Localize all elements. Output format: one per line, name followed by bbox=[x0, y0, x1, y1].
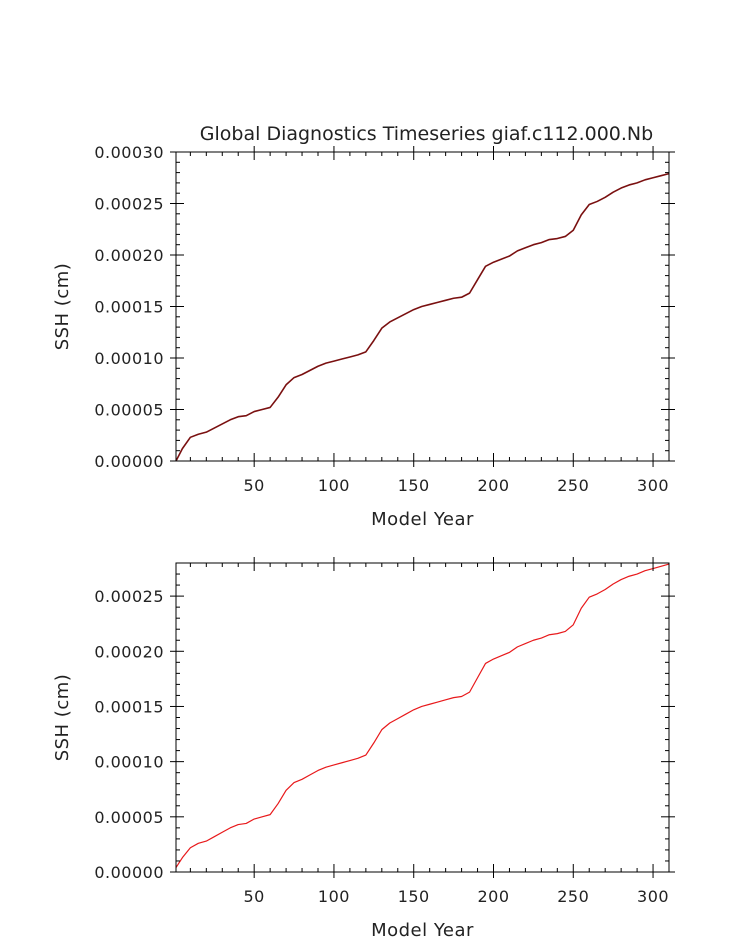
y-tick-label: 0.00020 bbox=[94, 246, 164, 265]
y-tick-label: 0.00020 bbox=[94, 642, 164, 661]
y-tick-label: 0.00005 bbox=[94, 808, 164, 827]
chart-panel-1: 50 100 150 200 250 300 0.00000 0.00005 0.00010 0.… bbox=[52, 123, 675, 530]
x-tick-label: 150 bbox=[398, 476, 430, 495]
y-tick-label: 0.00000 bbox=[94, 452, 164, 471]
x-tick-label: 100 bbox=[318, 887, 350, 906]
x-tick-label: 250 bbox=[557, 476, 589, 495]
y-tick-label: 0.00015 bbox=[94, 298, 164, 317]
y-tick-label: 0.00005 bbox=[94, 401, 164, 420]
x-tick-label: 100 bbox=[318, 476, 350, 495]
x-tick-label: 250 bbox=[557, 887, 589, 906]
y-axis-label: SSH (cm) bbox=[52, 674, 73, 762]
x-tick-label: 50 bbox=[243, 476, 264, 495]
x-tick-label: 300 bbox=[637, 887, 669, 906]
x-tick-label: 200 bbox=[477, 476, 509, 495]
series-line-2-1 bbox=[175, 563, 670, 868]
y-axis-label: SSH (cm) bbox=[52, 263, 73, 351]
chart-title: Global Diagnostics Timeseries giaf.c112.… bbox=[200, 123, 653, 145]
x-tick-label: 50 bbox=[243, 887, 264, 906]
series-line-1-1 bbox=[175, 172, 670, 462]
x-tick-label: 200 bbox=[477, 887, 509, 906]
y-tick-label: 0.00025 bbox=[94, 195, 164, 214]
y-tick-label: 0.00010 bbox=[94, 349, 164, 368]
y-tick-label: 0.00010 bbox=[94, 753, 164, 772]
x-axis-label: Model Year bbox=[371, 920, 474, 941]
y-tick-label: 0.00030 bbox=[94, 143, 164, 162]
chart-panel-2: 50 100 150 200 250 300 0.00000 0.00005 0.00010 0.… bbox=[52, 557, 675, 941]
plot-frame bbox=[175, 562, 670, 873]
x-tick-label: 300 bbox=[637, 476, 669, 495]
y-tick-label: 0.00025 bbox=[94, 587, 164, 606]
x-axis-label: Model Year bbox=[371, 509, 474, 530]
y-tick-label: 0.00015 bbox=[94, 697, 164, 716]
x-tick-label: 150 bbox=[398, 887, 430, 906]
y-tick-label: 0.00000 bbox=[94, 863, 164, 882]
